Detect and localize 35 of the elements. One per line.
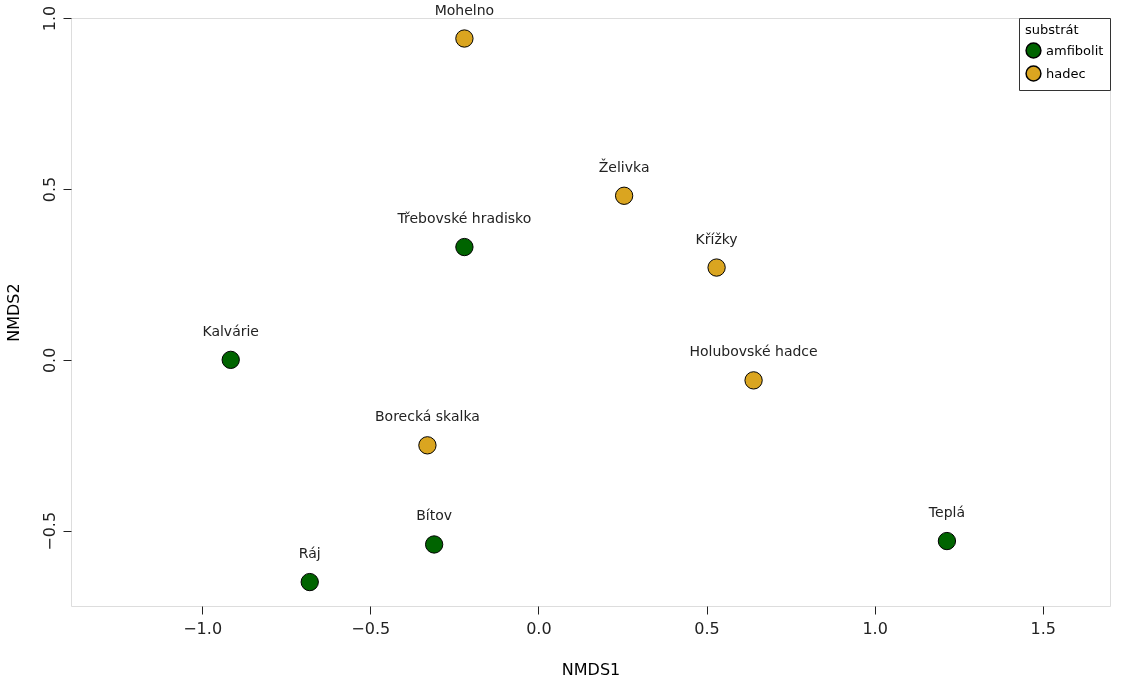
point: [455, 237, 474, 257]
y-tick-label: −0.5: [39, 511, 59, 551]
point: [424, 535, 444, 554]
x-tick-label: −0.5: [351, 618, 391, 638]
legend-label: amfibolit: [1046, 42, 1104, 58]
point: [300, 572, 319, 592]
annotation: Bítov: [416, 507, 453, 524]
y-tick-label: 0.0: [39, 347, 59, 374]
point: [707, 258, 726, 277]
x-tick-label: 0.5: [694, 618, 720, 638]
y-axis-title: NMDS2: [3, 283, 23, 342]
y-tick-label: 1.0: [39, 5, 59, 32]
x-tick-label: 0.0: [526, 618, 552, 638]
annotation: Želivka: [598, 157, 650, 175]
annotation: Ráj: [298, 545, 321, 562]
y-tick-label: 0.5: [39, 176, 59, 203]
point: [744, 371, 763, 390]
annotation: Kalvárie: [202, 322, 259, 339]
x-tick-label: 1.5: [1030, 618, 1056, 638]
annotation: Teplá: [927, 504, 965, 521]
point: [937, 531, 957, 551]
point: [614, 186, 634, 205]
legend-label: hadec: [1046, 65, 1086, 81]
x-axis-title: NMDS1: [561, 659, 621, 679]
annotation: Křížky: [695, 230, 738, 247]
annotation: Holubovské hadce: [689, 343, 818, 360]
point: [418, 436, 437, 455]
annotation: Mohelno: [434, 1, 495, 18]
point: [221, 350, 240, 369]
legend-title: substrát: [1025, 22, 1079, 37]
annotation: Třebovské hradisko: [396, 210, 532, 227]
x-tick-label: −1.0: [183, 618, 223, 638]
point: [455, 29, 474, 48]
annotation: Borecká skalka: [374, 408, 480, 425]
x-tick-label: 1.0: [862, 618, 888, 638]
